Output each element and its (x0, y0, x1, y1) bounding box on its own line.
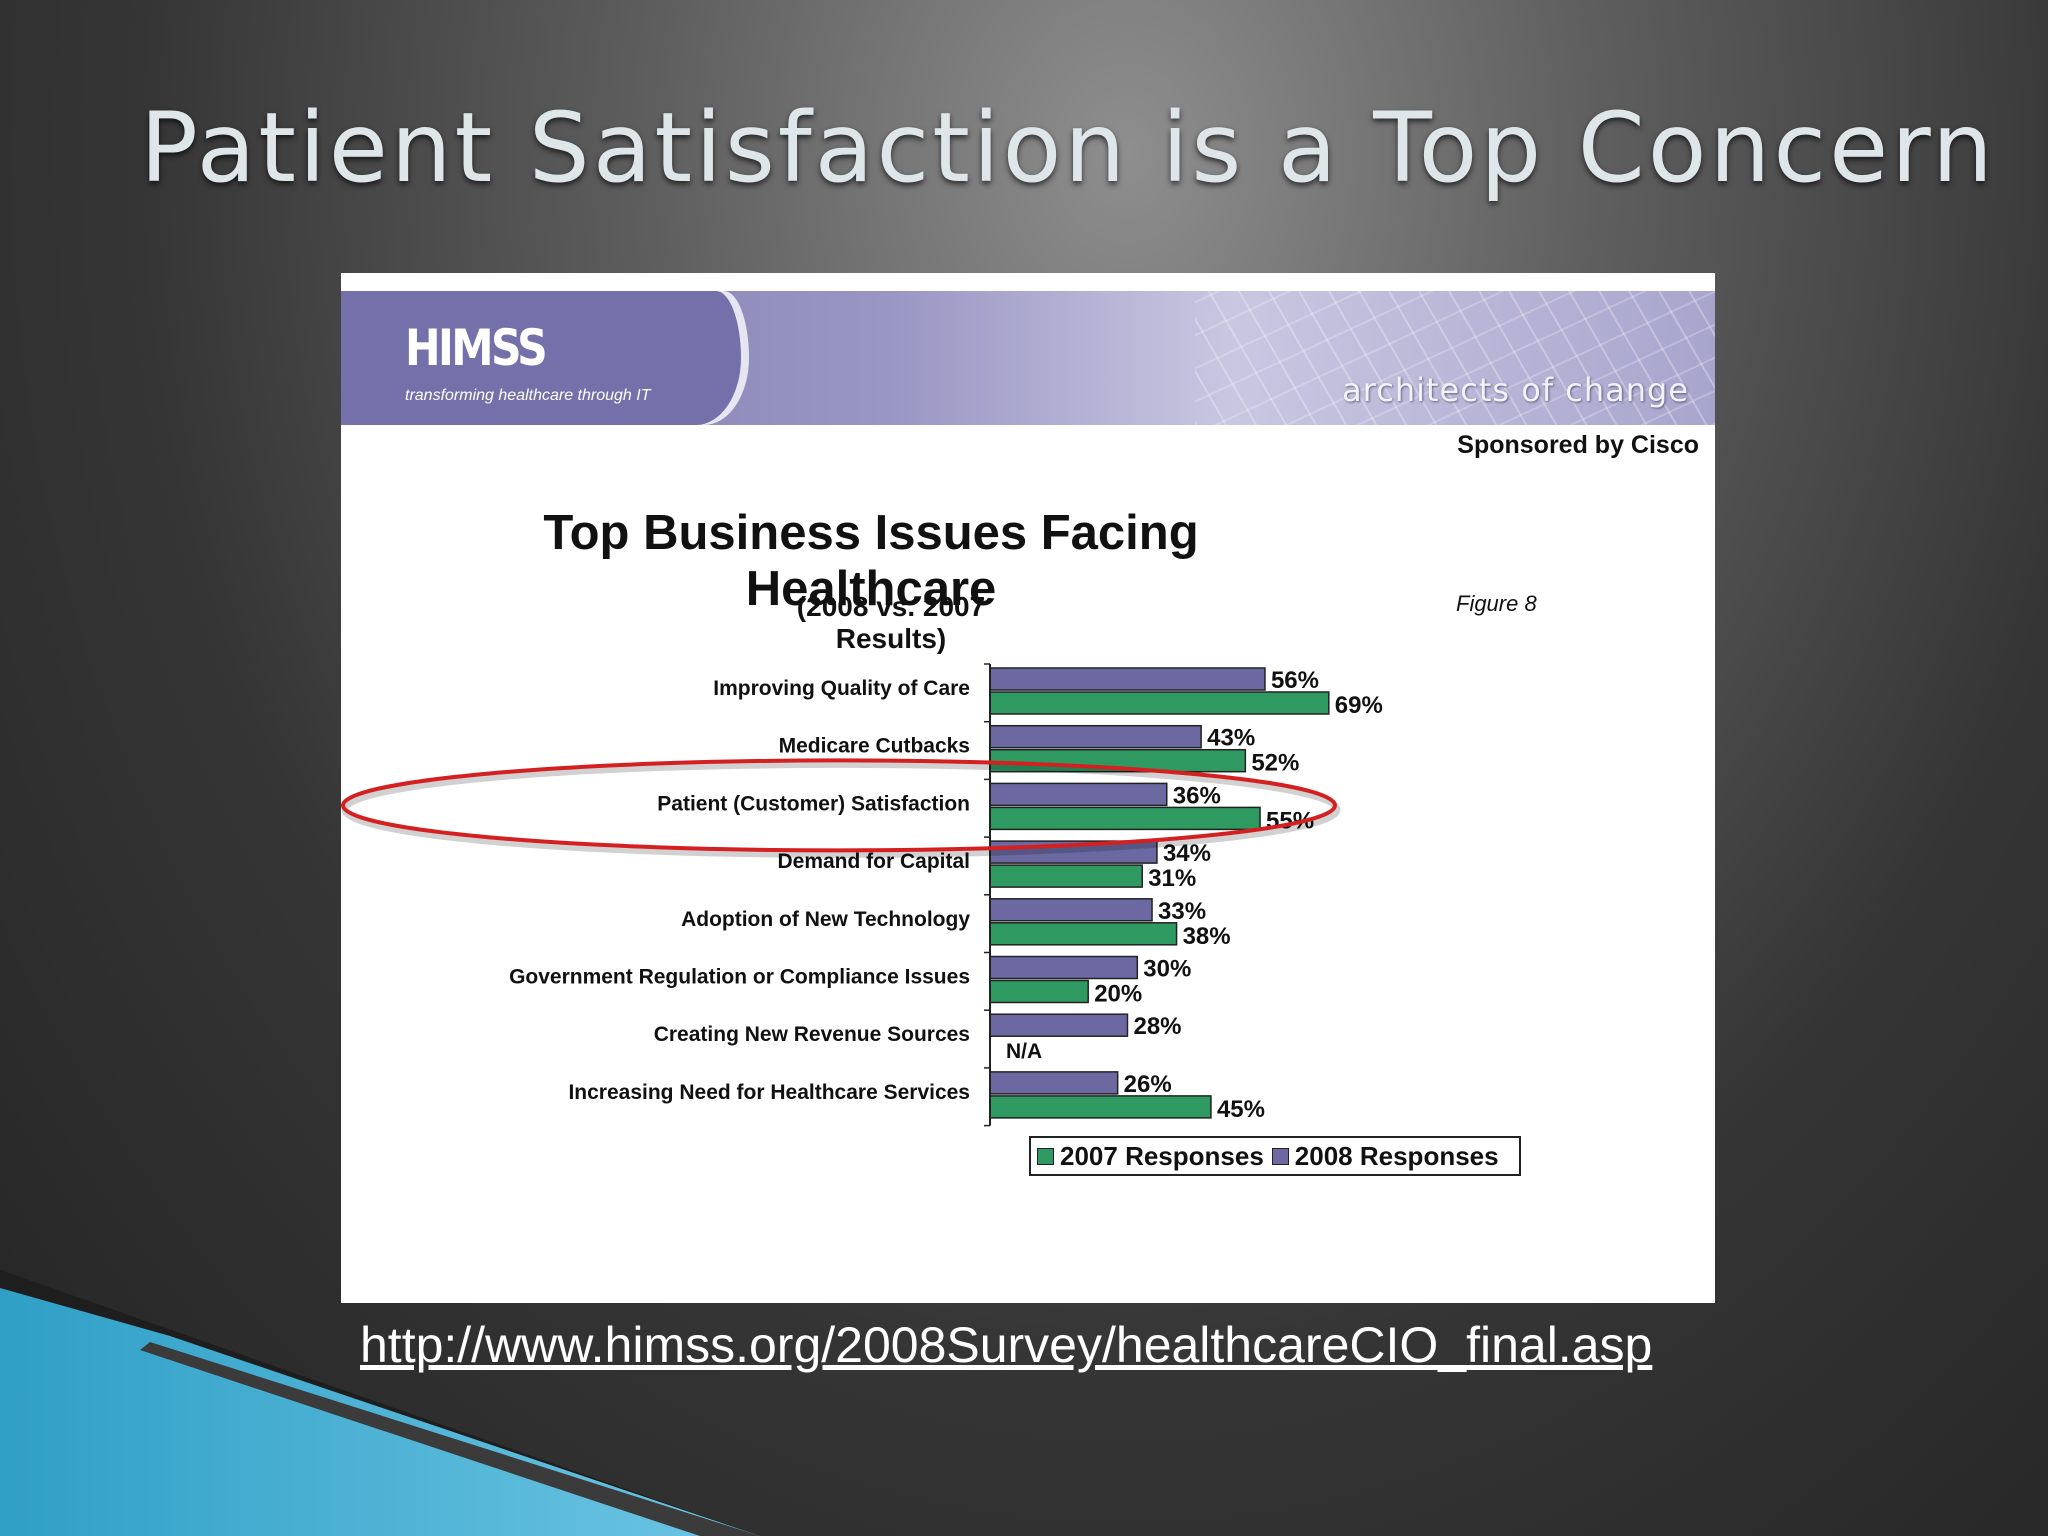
chart-legend: 2007 Responses 2008 Responses (1029, 1136, 1521, 1176)
bar-2008 (989, 724, 1202, 749)
category-label: Patient (Customer) Satisfaction (657, 792, 970, 815)
chart-title: Top Business Issues Facing Healthcare (543, 506, 1199, 616)
bar-2007 (989, 1095, 1212, 1119)
bar-2008 (989, 782, 1168, 807)
chart-subtitle: (2008 vs. 2007 Results) (796, 591, 986, 654)
value-label-2008: 34% (1163, 840, 1211, 867)
bar-2007 (989, 691, 1330, 715)
category-label: Medicare Cutbacks (779, 735, 970, 758)
legend-swatch-2007 (1037, 1147, 1054, 1165)
bar-2007 (989, 979, 1089, 1004)
slide-title: Patient Satisfaction is a Top Concern (140, 92, 1996, 204)
bar-2007 (989, 806, 1261, 831)
category-label: Adoption of New Technology (681, 908, 970, 931)
value-label-2007: 20% (1094, 981, 1142, 1008)
value-label-2008: 30% (1143, 956, 1191, 983)
bar-chart: Improving Quality of Care 56% 69% Medicare … (341, 663, 1383, 1127)
highlight-ellipse (341, 758, 1337, 853)
value-label-2008: 56% (1271, 667, 1319, 694)
value-label-2007: 52% (1251, 750, 1299, 777)
bar-2008 (989, 667, 1266, 691)
bar-2008 (989, 1013, 1129, 1037)
figure-label: Figure 8 (1456, 591, 1537, 616)
sponsor-label: Sponsored by Cisco (1457, 431, 1699, 459)
legend-item-2007: 2007 Responses (1037, 1141, 1264, 1172)
himss-logo: HIMSS (405, 319, 548, 377)
legend-swatch-2008 (1271, 1147, 1289, 1165)
legend-label-2007: 2007 Responses (1060, 1140, 1264, 1171)
category-label: Increasing Need for Healthcare Services (568, 1081, 970, 1104)
category-label: Improving Quality of Care (713, 677, 970, 700)
source-url-link[interactable]: http://www.himss.org/2008Survey/healthca… (360, 1317, 1653, 1373)
himss-banner: HIMSS transforming healthcare through IT… (341, 291, 1715, 425)
banner-logo-area (341, 291, 741, 425)
value-label-2008: 33% (1158, 898, 1206, 925)
chart-panel: HIMSS transforming healthcare through IT… (341, 273, 1715, 1303)
banner-slogan: architects of change (1342, 371, 1689, 409)
bar-2008 (989, 898, 1153, 922)
legend-label-2008: 2008 Responses (1294, 1140, 1499, 1171)
bar-2007 (989, 864, 1143, 888)
category-label: Government Regulation or Compliance Issu… (509, 966, 970, 989)
bar-2008 (989, 1071, 1119, 1095)
value-label-2008: 43% (1207, 725, 1255, 752)
value-label-2007: 69% (1335, 692, 1383, 719)
value-label-2007: 45% (1217, 1096, 1265, 1123)
category-label: Creating New Revenue Sources (654, 1023, 970, 1046)
value-label-2007: 38% (1183, 923, 1231, 950)
category-label: Demand for Capital (777, 850, 970, 873)
slide-swoosh-decoration (0, 1270, 760, 1536)
value-label-2008: 36% (1173, 782, 1221, 809)
himss-tagline: transforming healthcare through IT (405, 387, 651, 404)
building-graphic (1195, 291, 1715, 425)
value-label-2008: 26% (1124, 1071, 1172, 1098)
value-label-2008: 28% (1133, 1013, 1181, 1040)
bar-2008 (989, 955, 1139, 980)
bar-2007 (989, 922, 1178, 946)
value-label-2007: N/A (1006, 1040, 1042, 1063)
value-label-2007: 31% (1148, 865, 1196, 892)
legend-item-2008: 2008 Responses (1271, 1140, 1499, 1172)
